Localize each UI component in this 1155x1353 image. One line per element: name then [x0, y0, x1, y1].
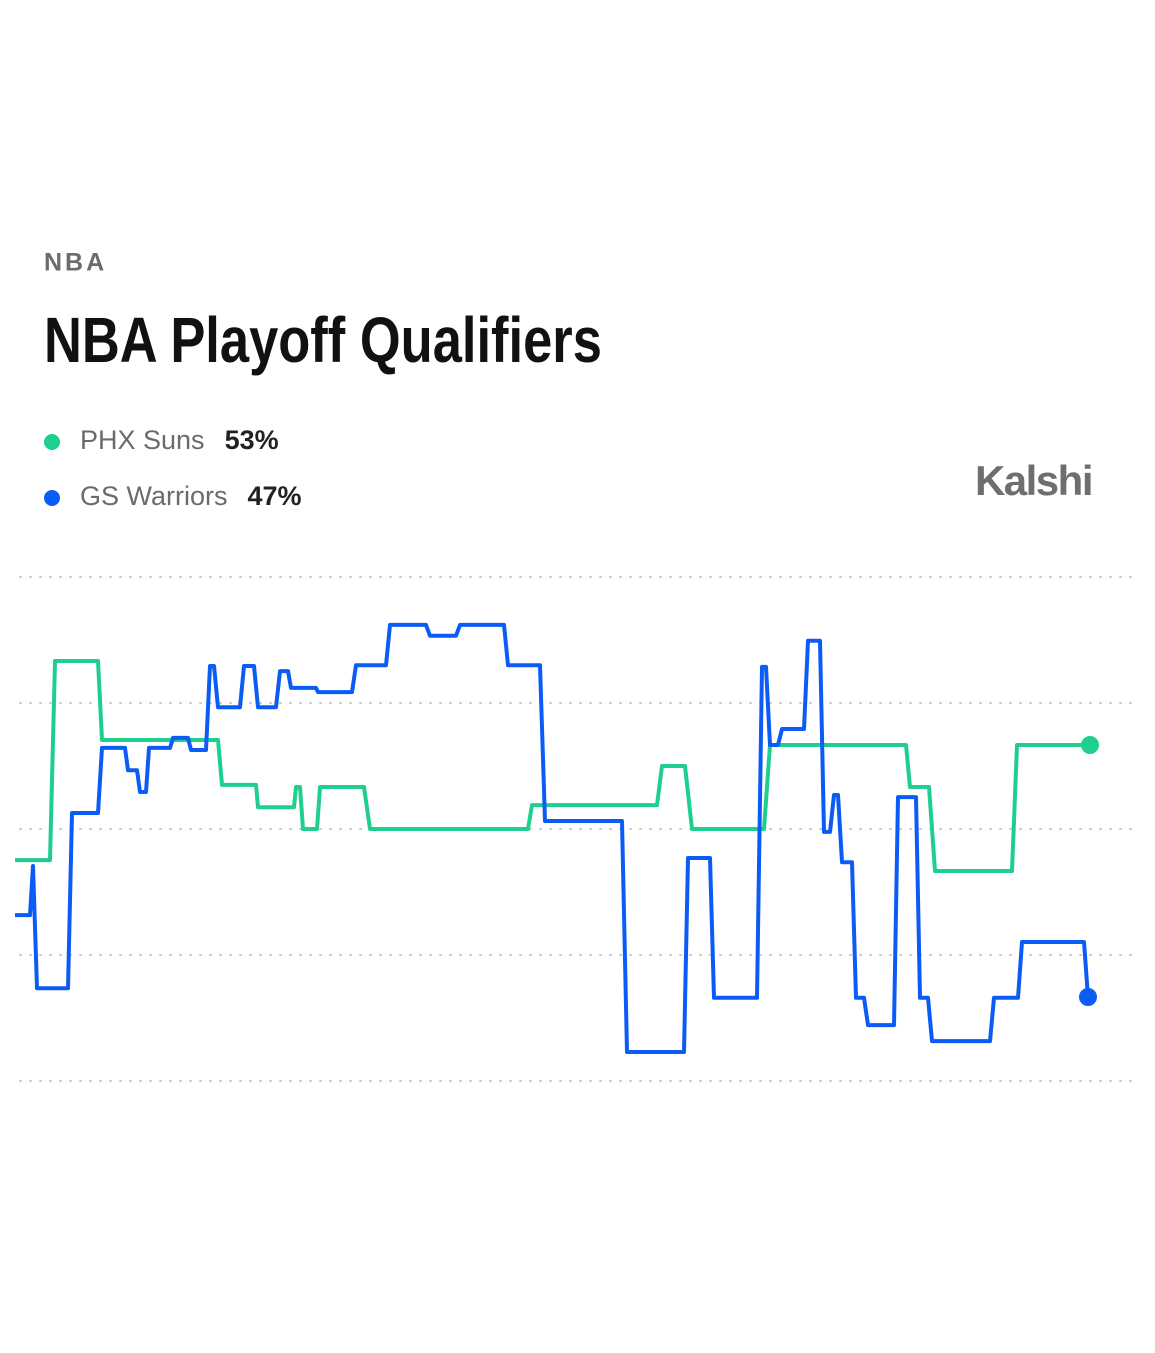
- chart-title: NBA Playoff Qualifiers: [44, 305, 602, 376]
- legend-label: PHX Suns: [80, 425, 205, 455]
- series-line: [15, 622, 1090, 1054]
- legend-value: 53%: [225, 425, 279, 455]
- series-line: [15, 659, 1090, 873]
- legend-marker: [44, 490, 60, 506]
- brand-logo: Kalshi: [975, 457, 1092, 504]
- category-label: NBA: [44, 249, 107, 277]
- end-point: [1079, 988, 1097, 1006]
- legend-marker: [44, 434, 60, 450]
- legend-label: GS Warriors: [80, 481, 228, 511]
- legend-value: 47%: [248, 481, 302, 511]
- end-point: [1081, 736, 1099, 754]
